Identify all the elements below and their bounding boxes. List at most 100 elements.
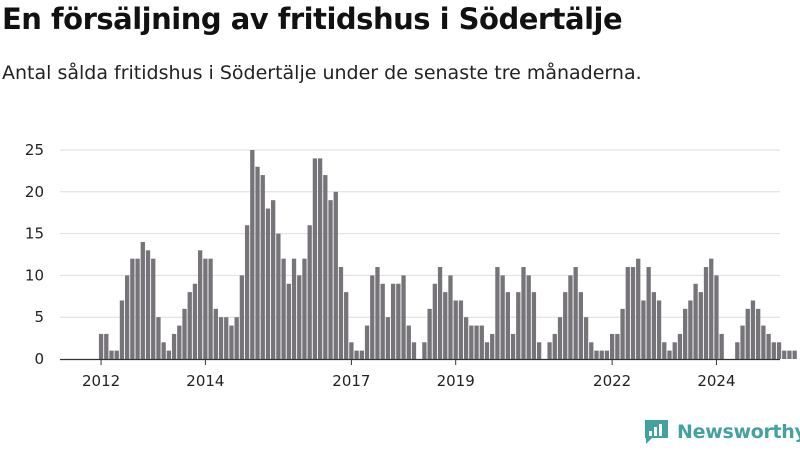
bar — [557, 317, 563, 359]
bar — [401, 275, 406, 359]
bar — [563, 292, 568, 359]
bar — [500, 275, 505, 359]
bar — [610, 333, 615, 359]
bar — [208, 258, 213, 359]
bar — [490, 333, 495, 359]
bar — [683, 308, 688, 359]
bar — [171, 333, 177, 359]
bar — [135, 258, 140, 359]
bar — [469, 325, 474, 359]
bar — [239, 275, 245, 359]
bar — [182, 308, 187, 359]
x-tick-label: 2022 — [593, 372, 631, 390]
bar — [286, 283, 291, 359]
bar — [166, 350, 172, 359]
bar — [672, 342, 677, 359]
bar — [218, 317, 224, 359]
bar — [792, 350, 797, 359]
bar — [750, 300, 756, 359]
x-tick-label: 2024 — [697, 372, 735, 390]
bar — [656, 300, 662, 359]
bar — [776, 342, 782, 359]
bar — [437, 267, 443, 359]
bar — [651, 292, 657, 359]
bar — [463, 317, 469, 359]
bar — [271, 200, 276, 359]
chart-subtitle: Antal sålda fritidshus i Södertälje unde… — [2, 62, 642, 84]
chart-title: En försäljning av fritidshus i Södertälj… — [2, 2, 623, 36]
bar — [646, 267, 651, 359]
bar — [255, 166, 260, 359]
bar — [453, 300, 458, 359]
bar — [636, 258, 641, 359]
bar — [787, 350, 792, 359]
bar — [735, 342, 740, 359]
bar — [547, 342, 552, 359]
x-tick-label: 2014 — [186, 372, 224, 390]
bar — [693, 283, 698, 359]
y-tick-label: 10 — [25, 266, 44, 284]
bar — [364, 325, 370, 359]
bar — [771, 342, 776, 359]
newsworthy-logo[interactable]: Newsworthy — [643, 418, 800, 445]
bar — [312, 158, 318, 359]
newsworthy-logo-text: Newsworthy — [677, 420, 800, 443]
bar — [307, 225, 312, 359]
bar — [375, 267, 380, 359]
y-tick-label: 25 — [25, 141, 44, 159]
bar — [578, 292, 584, 359]
bar — [662, 342, 667, 359]
bar — [198, 250, 203, 359]
bar — [213, 308, 218, 359]
bar — [573, 267, 578, 359]
bar — [385, 317, 391, 359]
bar — [187, 292, 192, 359]
bar — [766, 333, 771, 359]
bar — [333, 191, 338, 359]
y-tick-label: 20 — [25, 183, 44, 201]
bar — [98, 333, 104, 359]
bar — [688, 300, 693, 359]
bar — [630, 267, 636, 359]
bar — [510, 333, 516, 359]
bar — [192, 283, 198, 359]
bar — [761, 325, 766, 359]
bar — [719, 333, 724, 359]
bar — [161, 342, 166, 359]
bar — [338, 267, 344, 359]
bar — [698, 292, 703, 359]
bar — [396, 283, 401, 359]
bar — [354, 350, 359, 359]
bar — [104, 333, 109, 359]
bar — [370, 275, 375, 359]
bar — [521, 267, 526, 359]
bar — [552, 333, 557, 359]
bar — [244, 225, 250, 359]
bar — [495, 267, 500, 359]
bar — [641, 300, 646, 359]
bar — [568, 275, 573, 359]
x-tick-label: 2017 — [332, 372, 370, 390]
bar — [589, 342, 594, 359]
bar — [291, 258, 297, 359]
bar — [458, 300, 464, 359]
bar — [359, 350, 364, 359]
bar — [531, 292, 537, 359]
bar — [432, 283, 437, 359]
bar — [119, 300, 125, 359]
bar — [620, 308, 625, 359]
bar — [250, 150, 255, 359]
y-tick-label: 15 — [25, 225, 44, 243]
bar — [380, 283, 385, 359]
bar — [536, 342, 542, 359]
bar — [615, 333, 620, 359]
bar — [756, 308, 761, 359]
bar — [344, 292, 349, 359]
bar — [740, 325, 745, 359]
bar — [177, 325, 182, 359]
bar — [714, 275, 719, 359]
bar — [599, 350, 604, 359]
x-tick-label: 2019 — [437, 372, 475, 390]
